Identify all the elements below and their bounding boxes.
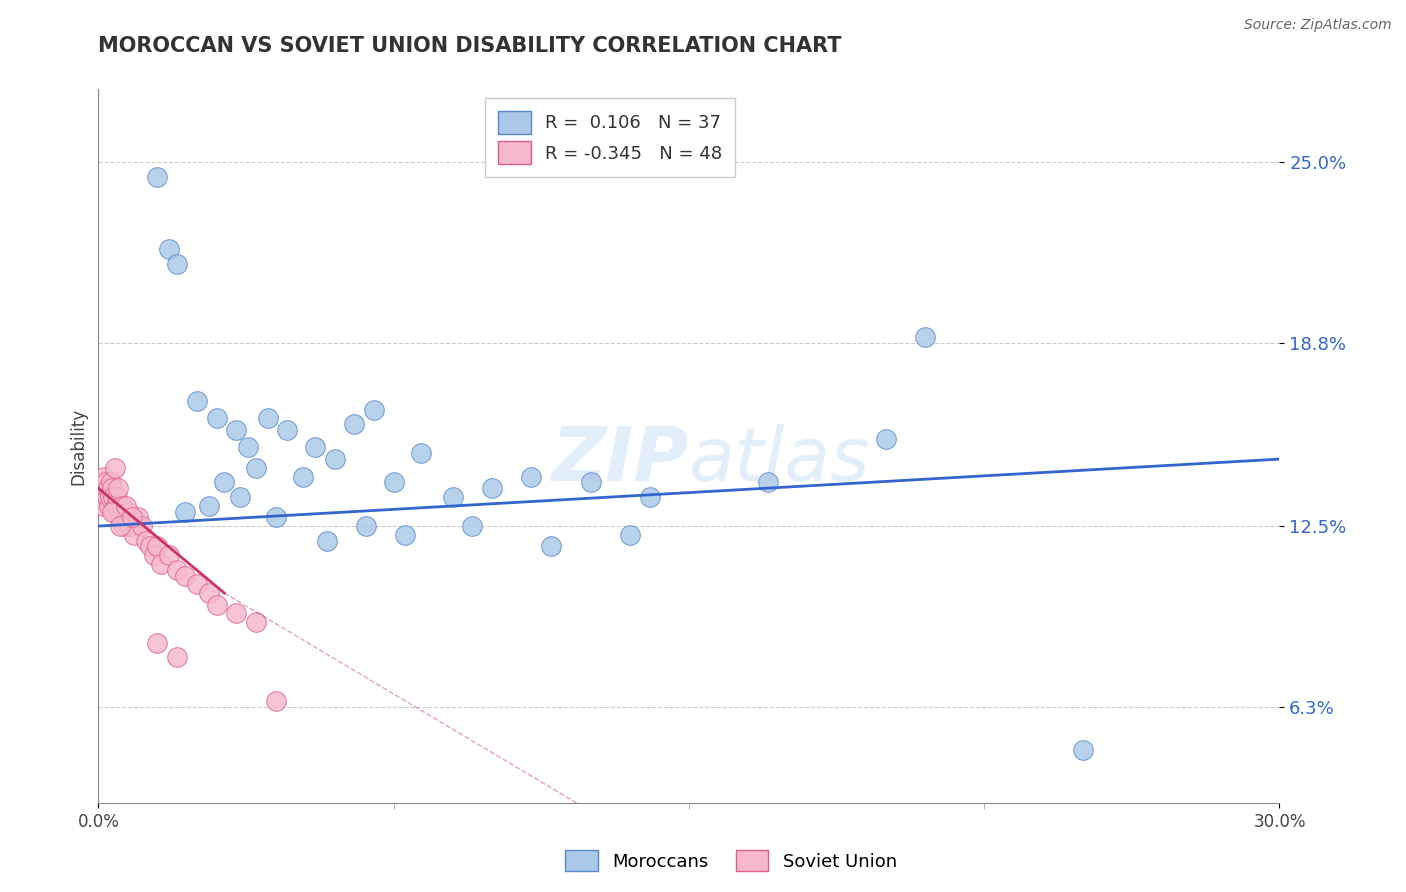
Legend: R =  0.106   N = 37, R = -0.345   N = 48: R = 0.106 N = 37, R = -0.345 N = 48 (485, 98, 735, 178)
Point (520, 469, 543, 483)
Text: Source: ZipAtlas.com: Source: ZipAtlas.com (1244, 18, 1392, 32)
Point (256, 411, 278, 425)
Point (93, 469, 115, 483)
Point (122, 528, 145, 542)
Point (276, 423, 298, 437)
Point (323, 452, 346, 467)
Point (343, 417, 366, 432)
Point (619, 528, 641, 542)
Point (214, 475, 236, 490)
Point (875, 432, 897, 446)
Point (174, 568, 197, 582)
Point (245, 460, 267, 475)
Point (363, 402, 385, 417)
Point (103, 504, 125, 518)
Point (186, 393, 208, 408)
Point (236, 441, 259, 455)
Point (96, 475, 118, 490)
Point (264, 510, 287, 524)
Point (117, 504, 139, 518)
Point (112, 519, 135, 533)
Point (166, 257, 188, 271)
Point (245, 615, 267, 630)
Point (354, 519, 377, 533)
Point (304, 441, 326, 455)
Point (157, 243, 180, 257)
Point (225, 607, 247, 621)
Point (111, 499, 134, 513)
Point (197, 499, 219, 513)
Point (229, 490, 252, 504)
Point (115, 510, 138, 524)
Point (315, 533, 337, 548)
Text: atlas: atlas (689, 425, 870, 496)
Point (91, 499, 114, 513)
Point (91, 475, 114, 490)
Point (638, 490, 661, 504)
Point (756, 475, 779, 490)
Point (186, 577, 208, 591)
Point (108, 510, 131, 524)
Point (205, 411, 228, 425)
Point (481, 481, 503, 495)
Point (90, 481, 112, 495)
Point (197, 586, 219, 600)
Point (94, 481, 117, 495)
Point (101, 504, 124, 518)
Point (157, 548, 180, 562)
Point (264, 694, 287, 708)
Point (150, 557, 173, 571)
Point (461, 519, 484, 533)
Point (127, 510, 149, 524)
Point (174, 504, 197, 518)
Point (292, 469, 315, 483)
Point (96, 490, 118, 504)
Point (98, 490, 121, 504)
Point (118, 519, 141, 533)
Point (540, 540, 562, 554)
Point (1071, 743, 1094, 757)
Point (146, 635, 169, 649)
Point (100, 475, 122, 490)
Point (135, 533, 157, 548)
Y-axis label: Disability: Disability (69, 408, 87, 484)
Point (104, 460, 127, 475)
Point (382, 475, 405, 490)
Point (98, 499, 121, 513)
Text: MOROCCAN VS SOVIET UNION DISABILITY CORRELATION CHART: MOROCCAN VS SOVIET UNION DISABILITY CORR… (98, 36, 842, 55)
Legend: Moroccans, Soviet Union: Moroccans, Soviet Union (558, 843, 904, 879)
Point (441, 490, 464, 504)
Point (166, 650, 188, 665)
Point (121, 510, 143, 524)
Point (107, 481, 129, 495)
Point (394, 528, 416, 542)
Point (225, 423, 247, 437)
Point (579, 475, 602, 490)
Point (205, 598, 228, 612)
Point (103, 490, 125, 504)
Point (101, 481, 124, 495)
Point (89, 490, 111, 504)
Point (115, 499, 138, 513)
Point (146, 169, 169, 184)
Point (411, 446, 433, 460)
Point (146, 540, 169, 554)
Point (138, 540, 160, 554)
Point (108, 519, 131, 533)
Point (166, 563, 188, 577)
Point (105, 499, 128, 513)
Point (131, 519, 153, 533)
Point (97, 481, 120, 495)
Point (142, 548, 165, 562)
Text: ZIP: ZIP (551, 424, 689, 497)
Point (105, 490, 128, 504)
Point (914, 330, 936, 344)
